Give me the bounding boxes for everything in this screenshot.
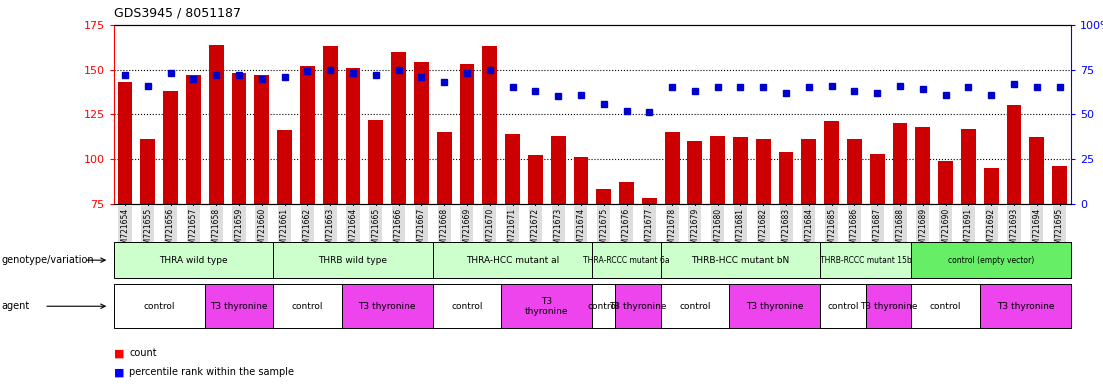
Bar: [186, 75, 201, 204]
Text: T3 thyronine: T3 thyronine: [746, 302, 803, 311]
Bar: [460, 64, 474, 204]
Bar: [574, 157, 588, 204]
Bar: [550, 136, 566, 204]
Text: ■: ■: [114, 348, 125, 358]
Bar: [597, 189, 611, 204]
Bar: [939, 161, 953, 204]
Bar: [642, 198, 656, 204]
Text: control: control: [143, 302, 175, 311]
Text: control (empty vector): control (empty vector): [949, 256, 1035, 265]
Bar: [528, 155, 543, 204]
Bar: [255, 75, 269, 204]
Bar: [392, 52, 406, 204]
Bar: [665, 132, 679, 204]
Text: GDS3945 / 8051187: GDS3945 / 8051187: [114, 6, 240, 19]
Bar: [1029, 137, 1045, 204]
Bar: [892, 123, 908, 204]
Bar: [619, 182, 634, 204]
Bar: [118, 82, 132, 204]
Bar: [870, 154, 885, 204]
Bar: [277, 130, 292, 204]
Bar: [505, 134, 520, 204]
Bar: [984, 168, 998, 204]
Text: THRA-RCCC mutant 6a: THRA-RCCC mutant 6a: [583, 256, 670, 265]
Bar: [915, 127, 930, 204]
Bar: [163, 91, 178, 204]
Bar: [1007, 105, 1021, 204]
Text: T3 thyronine: T3 thyronine: [211, 302, 268, 311]
Bar: [687, 141, 703, 204]
Text: control: control: [451, 302, 483, 311]
Bar: [300, 66, 314, 204]
Bar: [961, 129, 976, 204]
Bar: [345, 68, 361, 204]
Text: THRA wild type: THRA wild type: [159, 256, 227, 265]
Text: T3 thyronine: T3 thyronine: [860, 302, 918, 311]
Text: T3
thyronine: T3 thyronine: [525, 296, 568, 316]
Text: T3 thyronine: T3 thyronine: [997, 302, 1054, 311]
Bar: [733, 137, 748, 204]
Text: count: count: [129, 348, 157, 358]
Text: T3 thyronine: T3 thyronine: [358, 302, 416, 311]
Text: control: control: [291, 302, 323, 311]
Text: THRA-HCC mutant al: THRA-HCC mutant al: [465, 256, 559, 265]
Bar: [323, 46, 338, 204]
Text: control: control: [827, 302, 859, 311]
Bar: [368, 119, 383, 204]
Bar: [847, 139, 861, 204]
Text: genotype/variation: genotype/variation: [1, 255, 94, 265]
Bar: [437, 132, 451, 204]
Bar: [802, 139, 816, 204]
Text: THRB-RCCC mutant 15b: THRB-RCCC mutant 15b: [820, 256, 912, 265]
Text: percentile rank within the sample: percentile rank within the sample: [129, 367, 295, 377]
Text: T3 thyronine: T3 thyronine: [609, 302, 666, 311]
Text: agent: agent: [1, 301, 30, 311]
Bar: [710, 136, 725, 204]
Text: control: control: [679, 302, 710, 311]
Text: ■: ■: [114, 367, 125, 377]
Bar: [1052, 166, 1067, 204]
Text: THRB wild type: THRB wild type: [319, 256, 387, 265]
Text: THRB-HCC mutant bN: THRB-HCC mutant bN: [692, 256, 790, 265]
Bar: [140, 139, 156, 204]
Bar: [232, 73, 246, 204]
Text: control: control: [588, 302, 620, 311]
Text: control: control: [930, 302, 962, 311]
Bar: [824, 121, 839, 204]
Bar: [482, 46, 497, 204]
Bar: [779, 152, 793, 204]
Bar: [208, 45, 224, 204]
Bar: [414, 63, 429, 204]
Bar: [756, 139, 771, 204]
